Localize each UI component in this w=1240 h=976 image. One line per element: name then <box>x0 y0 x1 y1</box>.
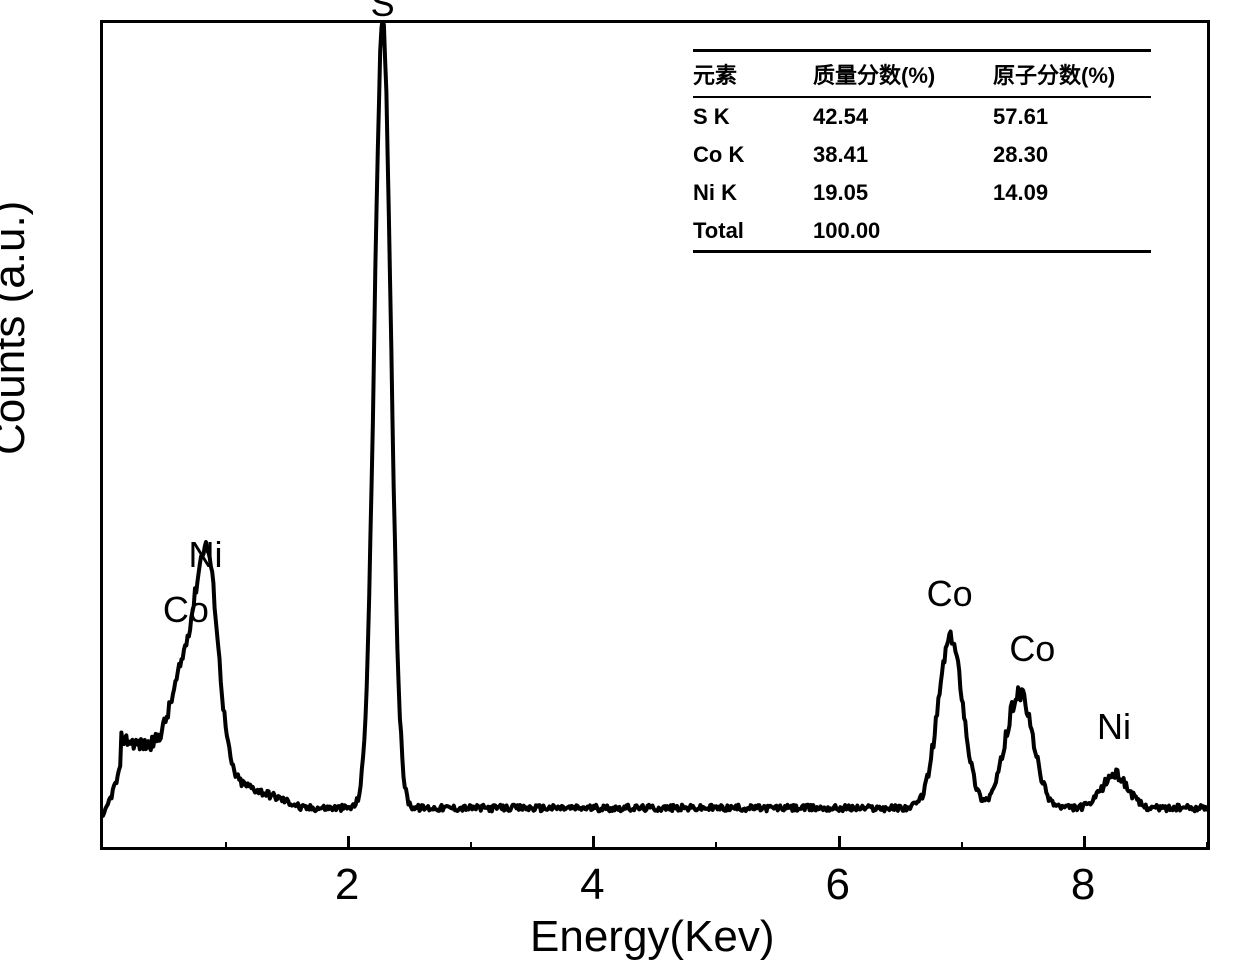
x-tick-label: 8 <box>1071 860 1095 910</box>
table-cell: 28.30 <box>993 142 1151 168</box>
x-tick-major <box>838 836 841 850</box>
table-cell: 14.09 <box>993 180 1151 206</box>
y-axis-label: Counts (a.u.) <box>0 201 35 455</box>
composition-table: 元素 质量分数(%) 原子分数(%) S K 42.54 57.61 Co K … <box>677 43 1167 263</box>
table-cell: 19.05 <box>813 180 993 206</box>
table-row: S K 42.54 57.61 <box>693 98 1151 136</box>
x-tick-minor <box>470 842 472 850</box>
x-tick-minor <box>715 842 717 850</box>
table-header-element: 元素 <box>693 58 813 90</box>
table-cell: 42.54 <box>813 104 993 130</box>
x-tick-minor <box>225 842 227 850</box>
table-cell: 57.61 <box>993 104 1151 130</box>
peak-label: Co <box>1009 628 1055 670</box>
table-header-row: 元素 质量分数(%) 原子分数(%) <box>693 52 1151 96</box>
table-cell <box>993 218 1151 244</box>
x-tick-minor <box>1206 842 1208 850</box>
peak-label: Co <box>927 573 973 615</box>
x-tick-label: 4 <box>580 860 604 910</box>
peak-label: Ni <box>1097 706 1131 748</box>
x-tick-minor <box>961 842 963 850</box>
table-bottom-rule <box>693 250 1151 253</box>
x-tick-label: 2 <box>335 860 359 910</box>
peak-label: Ni <box>188 534 222 576</box>
x-tick-label: 6 <box>826 860 850 910</box>
x-tick-major <box>1083 836 1086 850</box>
table-header-atom: 原子分数(%) <box>993 58 1151 90</box>
table-cell: S K <box>693 104 813 130</box>
table-cell: 38.41 <box>813 142 993 168</box>
table-row: Total 100.00 <box>693 212 1151 250</box>
table-cell: Total <box>693 218 813 244</box>
table-row: Co K 38.41 28.30 <box>693 136 1151 174</box>
table-cell: 100.00 <box>813 218 993 244</box>
table-row: Ni K 19.05 14.09 <box>693 174 1151 212</box>
plot-area: 元素 质量分数(%) 原子分数(%) S K 42.54 57.61 Co K … <box>100 20 1210 850</box>
table-cell: Ni K <box>693 180 813 206</box>
table-header-mass: 质量分数(%) <box>813 58 993 90</box>
peak-label: S <box>371 0 395 25</box>
peak-label: Co <box>163 589 209 631</box>
x-tick-major <box>347 836 350 850</box>
x-axis-label: Energy(Kev) <box>530 912 775 962</box>
eds-spectrum-figure: Counts (a.u.) Energy(Kev) 元素 质量分数(%) 原子分… <box>0 0 1240 976</box>
x-tick-major <box>592 836 595 850</box>
table-cell: Co K <box>693 142 813 168</box>
